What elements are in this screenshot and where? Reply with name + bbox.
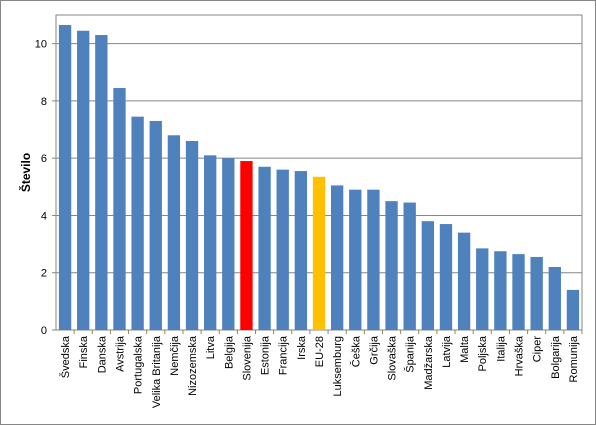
bar — [240, 161, 253, 330]
bar — [566, 289, 580, 330]
y-tick-label: 4 — [41, 210, 47, 222]
bar — [548, 267, 561, 330]
bar — [494, 251, 507, 330]
bar — [149, 120, 162, 330]
x-tick-label: Bolgarija — [550, 335, 562, 379]
x-tick-label: Španija — [404, 335, 417, 373]
x-tick-label: Poljska — [477, 335, 489, 371]
x-tick-label: Francija — [278, 335, 290, 375]
x-tick-label: Romunija — [568, 335, 580, 382]
bar — [95, 35, 108, 330]
y-tick-label: 0 — [41, 325, 47, 337]
bar — [385, 201, 398, 330]
bar — [58, 25, 72, 330]
bar — [421, 221, 434, 330]
x-tick-label: Velika Britanija — [151, 335, 163, 408]
bar — [439, 224, 453, 330]
x-tick-label: Nemčija — [169, 335, 181, 376]
bar — [77, 30, 90, 330]
x-tick-label: Švedska — [59, 335, 72, 378]
bar — [476, 248, 489, 330]
x-tick-label: EU-28 — [314, 336, 326, 367]
bar — [276, 169, 289, 330]
bar — [403, 202, 416, 330]
x-tick-label: Italija — [495, 335, 507, 362]
x-tick-label: Belgija — [223, 335, 235, 369]
x-tick-label: Avstrija — [114, 335, 126, 372]
x-tick-label: Latvija — [441, 335, 453, 368]
x-tick-label: Malta — [459, 335, 471, 363]
x-tick-label: Portugalska — [133, 335, 145, 394]
x-tick-label: Litva — [205, 335, 217, 359]
y-tick-label: 8 — [41, 96, 47, 108]
bar — [113, 88, 126, 330]
x-tick-label: Estonija — [260, 335, 272, 375]
x-tick-label: Slovaška — [387, 335, 399, 381]
bar — [367, 189, 380, 330]
bar — [349, 189, 362, 330]
bar — [204, 155, 217, 330]
x-tick-label: Danska — [96, 335, 108, 373]
x-tick-label: Luksemburg — [332, 336, 344, 397]
x-tick-label: Slovenija — [241, 335, 253, 381]
bar — [512, 254, 525, 330]
y-axis-label: Število — [18, 153, 33, 192]
y-tick-label: 10 — [35, 39, 47, 51]
y-tick-label: 2 — [41, 268, 47, 280]
bar — [258, 166, 271, 330]
x-tick-label: Ciper — [532, 336, 544, 363]
bar — [312, 176, 326, 330]
bar — [222, 158, 235, 330]
bar — [330, 185, 344, 330]
x-tick-label: Finska — [78, 335, 90, 368]
x-tick-label: Irska — [296, 335, 308, 360]
x-tick-label: Češka — [349, 335, 362, 367]
x-tick-label: Hrvaška — [514, 335, 526, 376]
x-tick-label: Nizozemska — [187, 335, 199, 396]
bar — [530, 256, 543, 330]
bar — [185, 141, 199, 330]
bar — [131, 116, 144, 330]
x-tick-label: Grčija — [368, 335, 380, 365]
bar — [457, 232, 471, 330]
bar — [294, 171, 308, 330]
bar — [167, 135, 181, 330]
y-tick-label: 6 — [41, 153, 47, 165]
x-tick-label: Madžarska — [423, 335, 435, 390]
